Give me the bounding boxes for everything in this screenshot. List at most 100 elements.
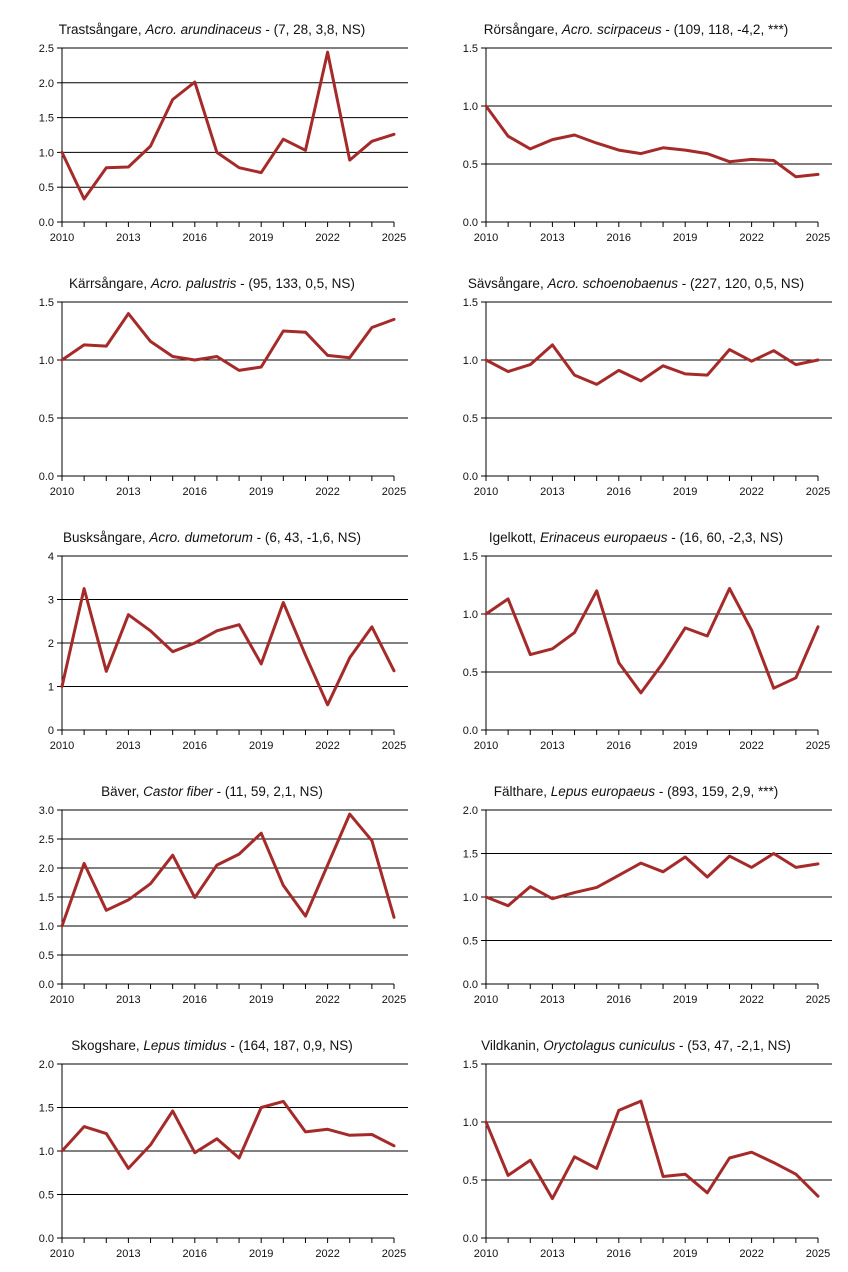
title-latin-name: Acro. palustris [150, 276, 237, 291]
x-tick-label: 2022 [315, 486, 339, 498]
title-stats: - (109, 118, -4,2, ***) [661, 22, 789, 37]
chart-panel: Rörsångare, Acro. scirpaceus - (109, 118… [424, 0, 848, 254]
series-line [484, 343, 820, 386]
chart-panel: Kärrsångare, Acro. palustris - (95, 133,… [0, 254, 424, 508]
title-latin-name: Acro. scirpaceus [561, 22, 662, 37]
x-tick-label: 2022 [739, 994, 763, 1006]
title-common-name: Sävsångare, [467, 276, 548, 291]
chart-title: Skogshare, Lepus timidus - (164, 187, 0,… [0, 1038, 424, 1053]
y-tick-label: 0.0 [39, 1233, 54, 1245]
line-chart: 0.0 0.5 1.0 1.5 2010 2013 2016 2019 2022 2025 [463, 1059, 832, 1260]
x-tick-label: 2013 [116, 1248, 140, 1260]
chart-title: Kärrsångare, Acro. palustris - (95, 133,… [0, 276, 424, 291]
y-tick-label: 2.0 [463, 805, 478, 817]
y-tick-label: 1.5 [463, 43, 478, 55]
y-tick-label: 0.5 [39, 413, 54, 425]
x-tick-label: 2025 [806, 994, 830, 1006]
x-tick-label: 2013 [116, 486, 140, 498]
x-tick-label: 2013 [540, 994, 564, 1006]
y-tick-label: 0.5 [463, 936, 478, 948]
title-stats: - (227, 120, 0,5, NS) [678, 276, 805, 291]
chart-panel: Fälthare, Lepus europaeus - (893, 159, 2… [424, 762, 848, 1016]
x-tick-label: 2025 [382, 1248, 406, 1260]
chart-title: Rörsångare, Acro. scirpaceus - (109, 118… [424, 22, 848, 37]
x-tick-label: 2013 [540, 486, 564, 498]
title-common-name: Vildkanin, [481, 1038, 544, 1053]
title-stats: - (11, 59, 2,1, NS) [212, 784, 323, 799]
x-tick-label: 2019 [249, 994, 273, 1006]
x-tick-label: 2019 [249, 740, 273, 752]
y-tick-label: 3.0 [39, 805, 54, 817]
title-common-name: Trastsångare, [58, 22, 146, 37]
title-common-name: Kärrsångare, [69, 276, 151, 291]
y-tick-label: 0.0 [39, 471, 54, 483]
y-tick-label: 1.0 [39, 1146, 54, 1158]
title-stats: - (6, 43, -1,6, NS) [252, 530, 361, 545]
chart-title: Trastsångare, Acro. arundinaceus - (7, 2… [0, 22, 424, 37]
y-tick-label: 0.5 [463, 159, 478, 171]
title-latin-name: Erinaceus europaeus [539, 530, 668, 545]
line-chart: 0.0 0.5 1.0 1.5 2.0 2010 2013 2016 2019 2022 2025 [39, 1059, 408, 1260]
x-tick-label: 2016 [183, 232, 207, 244]
title-latin-name: Acro. dumetorum [149, 530, 253, 545]
title-latin-name: Acro. schoenobaenus [547, 276, 679, 291]
line-chart: 0.0 0.5 1.0 1.5 2010 2013 2016 2019 2022 2025 [39, 297, 408, 498]
y-tick-label: 1.0 [463, 892, 478, 904]
chart-panel: Vildkanin, Oryctolagus cuniculus - (53, … [424, 1016, 848, 1270]
y-tick-label: 1.5 [463, 297, 478, 309]
y-tick-label: 0.5 [39, 1190, 54, 1202]
line-chart: 0.0 0.5 1.0 1.5 2010 2013 2016 2019 2022 2025 [463, 551, 832, 752]
x-tick-label: 2022 [739, 486, 763, 498]
title-latin-name: Castor fiber [143, 784, 213, 799]
title-common-name: Igelkott, [488, 530, 540, 545]
line-chart: 0.0 0.5 1.0 1.5 2010 2013 2016 2019 2022 2025 [463, 297, 832, 498]
y-tick-label: 2.5 [39, 834, 54, 846]
y-tick-label: 1.5 [39, 113, 54, 125]
title-stats: - (53, 47, -2,1, NS) [675, 1038, 791, 1053]
x-tick-label: 2019 [673, 740, 697, 752]
series-line [60, 587, 396, 707]
title-common-name: Busksångare, [63, 530, 150, 545]
y-tick-label: 1.0 [39, 355, 54, 367]
chart-title: Vildkanin, Oryctolagus cuniculus - (53, … [424, 1038, 848, 1053]
series-line [60, 1099, 396, 1170]
x-tick-label: 2013 [540, 740, 564, 752]
chart-panel: Skogshare, Lepus timidus - (164, 187, 0,… [0, 1016, 424, 1270]
y-tick-label: 0.0 [463, 979, 478, 991]
x-tick-label: 2010 [474, 740, 498, 752]
chart-title: Igelkott, Erinaceus europaeus - (16, 60,… [424, 530, 848, 545]
line-chart: 0.0 0.5 1.0 1.5 2.0 2.5 2010 2013 2016 2019 2022 20… [39, 43, 408, 244]
chart-panel: Trastsångare, Acro. arundinaceus - (7, 2… [0, 0, 424, 254]
x-tick-label: 2010 [474, 232, 498, 244]
x-tick-label: 2019 [249, 1248, 273, 1260]
x-tick-label: 2019 [673, 232, 697, 244]
title-stats: - (893, 159, 2,9, ***) [655, 784, 779, 799]
chart-title: Sävsångare, Acro. schoenobaenus - (227, … [424, 276, 848, 291]
y-tick-label: 2 [48, 638, 54, 650]
title-latin-name: Acro. arundinaceus [145, 22, 262, 37]
y-tick-label: 2.0 [39, 863, 54, 875]
series-line [484, 587, 820, 695]
y-tick-label: 0.5 [463, 1175, 478, 1187]
x-tick-label: 2022 [315, 740, 339, 752]
title-common-name: Skogshare, [71, 1038, 144, 1053]
x-tick-label: 2016 [607, 1248, 631, 1260]
title-latin-name: Lepus timidus [143, 1038, 227, 1053]
x-tick-label: 2022 [739, 1248, 763, 1260]
chart-panel: Igelkott, Erinaceus europaeus - (16, 60,… [424, 508, 848, 762]
line-chart: 0.0 0.5 1.0 1.5 2.0 2010 2013 2016 2019 2022 2025 [463, 805, 832, 1006]
x-tick-label: 2013 [116, 994, 140, 1006]
chart-title: Fälthare, Lepus europaeus - (893, 159, 2… [424, 784, 848, 799]
title-latin-name: Oryctolagus cuniculus [543, 1038, 676, 1053]
chart-panel: Bäver, Castor fiber - (11, 59, 2,1, NS) 0… [0, 762, 424, 1016]
y-tick-label: 0.0 [463, 217, 478, 229]
x-tick-label: 2025 [382, 740, 406, 752]
x-tick-label: 2010 [474, 1248, 498, 1260]
y-tick-label: 0.5 [39, 182, 54, 194]
chart-panel: Sävsångare, Acro. schoenobaenus - (227, … [424, 254, 848, 508]
x-tick-label: 2025 [806, 486, 830, 498]
x-tick-label: 2025 [806, 740, 830, 752]
x-tick-label: 2022 [315, 232, 339, 244]
y-tick-label: 1.5 [39, 297, 54, 309]
